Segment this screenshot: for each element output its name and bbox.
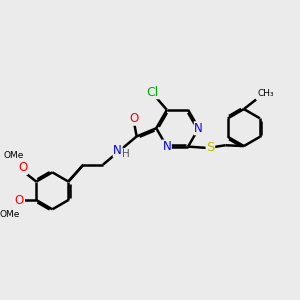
Text: N: N	[163, 140, 171, 153]
Text: H: H	[122, 149, 130, 159]
Text: O: O	[129, 112, 139, 125]
Text: OMe: OMe	[4, 151, 24, 160]
Text: N: N	[113, 144, 122, 157]
Text: O: O	[18, 161, 27, 175]
Text: N: N	[194, 122, 203, 135]
Text: S: S	[206, 142, 214, 154]
Text: OMe: OMe	[0, 210, 20, 219]
Text: O: O	[15, 194, 24, 207]
Text: CH₃: CH₃	[257, 89, 274, 98]
Text: Cl: Cl	[147, 86, 159, 99]
